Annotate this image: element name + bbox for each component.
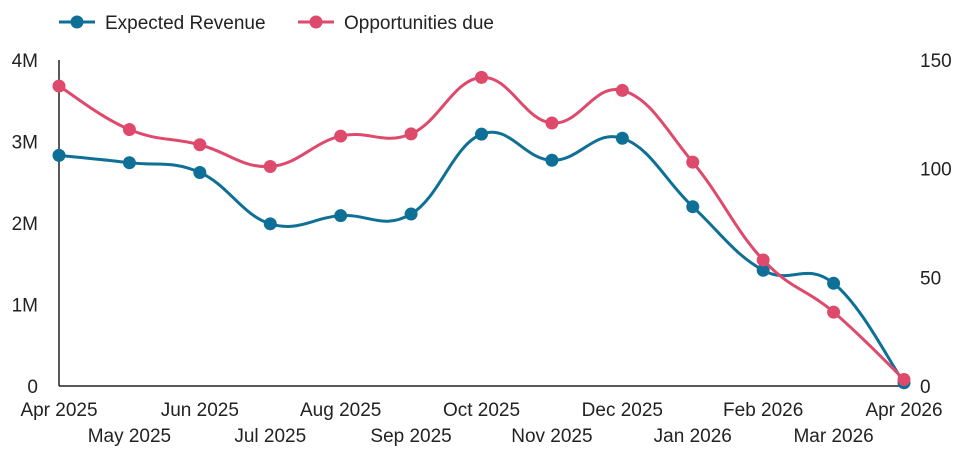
x-tick-label: Sep 2025	[370, 426, 451, 447]
legend-marker	[70, 15, 84, 29]
data-point-expected-revenue	[404, 207, 418, 221]
legend-item-opportunities-due: Opportunities due	[298, 13, 494, 34]
x-axis-ticks: Apr 2025 May 2025 Jun 2025 Jul 2025 Aug 2025…	[20, 400, 942, 447]
x-tick-label: Oct 2025	[443, 400, 520, 421]
data-point-expected-revenue	[52, 148, 66, 162]
data-point-expected-revenue	[615, 131, 629, 145]
x-tick-label: Aug 2025	[300, 400, 381, 421]
data-point-expected-revenue	[756, 263, 770, 277]
legend-label: Expected Revenue	[105, 13, 266, 34]
x-tick-label: May 2025	[88, 426, 171, 447]
data-point-opportunities-due	[122, 123, 136, 137]
right-y-tick-label: 100	[920, 160, 952, 181]
data-point-expected-revenue	[193, 165, 207, 179]
right-y-tick-label: 150	[920, 51, 952, 72]
data-point-opportunities-due	[52, 79, 66, 93]
data-point-opportunities-due	[475, 70, 488, 84]
data-point-expected-revenue	[827, 276, 841, 290]
data-point-opportunities-due	[897, 372, 911, 386]
data-point-expected-revenue	[263, 217, 277, 231]
left-y-axis-ticks: 0 1M 2M 3M 4M	[12, 51, 38, 398]
left-y-tick-label: 4M	[12, 51, 38, 72]
legend-item-expected-revenue: Expected Revenue	[59, 13, 266, 34]
x-tick-label: Mar 2026	[793, 426, 873, 447]
right-y-axis-ticks: 0 50 100 150	[920, 51, 952, 398]
series-group	[52, 70, 911, 390]
series-line-opportunities-due	[58, 75, 906, 381]
legend-marker	[309, 15, 323, 29]
x-tick-label: Apr 2025	[20, 400, 97, 421]
left-y-tick-label: 3M	[12, 133, 38, 154]
data-point-expected-revenue	[334, 209, 348, 223]
data-point-opportunities-due	[686, 155, 700, 169]
data-point-expected-revenue	[545, 153, 559, 167]
data-point-opportunities-due	[263, 159, 277, 173]
left-y-tick-label: 1M	[12, 296, 38, 317]
data-point-opportunities-due	[615, 83, 629, 97]
right-y-tick-label: 0	[920, 377, 931, 398]
data-point-expected-revenue	[475, 127, 488, 141]
x-tick-label: Feb 2026	[723, 400, 803, 421]
data-point-opportunities-due	[334, 129, 348, 143]
x-tick-label: Jul 2025	[234, 426, 306, 447]
x-tick-label: Jun 2025	[161, 400, 239, 421]
data-point-opportunities-due	[827, 305, 841, 319]
axes	[58, 60, 904, 387]
x-tick-label: Dec 2025	[582, 400, 663, 421]
data-point-opportunities-due	[193, 138, 207, 152]
left-y-tick-label: 2M	[12, 214, 38, 235]
x-tick-label: Jan 2026	[654, 426, 732, 447]
data-point-opportunities-due	[545, 116, 559, 130]
legend-label: Opportunities due	[344, 13, 494, 34]
x-tick-label: Apr 2026	[865, 400, 942, 421]
legend: Expected Revenue Opportunities due	[59, 13, 494, 34]
right-y-tick-label: 50	[920, 268, 941, 289]
data-point-expected-revenue	[122, 156, 136, 170]
left-y-tick-label: 0	[27, 377, 38, 398]
x-tick-label: Nov 2025	[511, 426, 592, 447]
data-point-opportunities-due	[756, 253, 770, 267]
data-point-opportunities-due	[404, 127, 418, 141]
series-line-expected-revenue	[58, 130, 906, 384]
data-point-expected-revenue	[686, 200, 700, 214]
